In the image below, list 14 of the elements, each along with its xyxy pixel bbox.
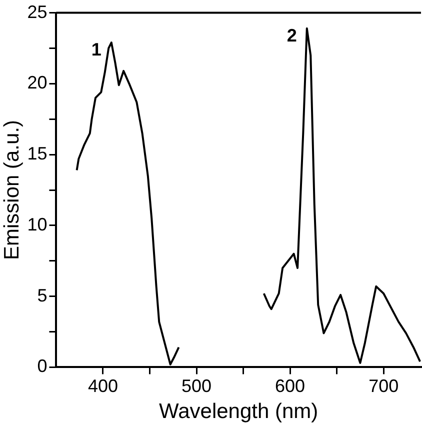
x-tick-label: 400 [88, 376, 118, 396]
y-tick-label: 20 [27, 72, 48, 93]
y-tick-label: 15 [27, 144, 48, 164]
series-label: 1 [91, 40, 102, 60]
x-tick-label: 700 [368, 376, 399, 396]
y-axis-title: Emission (a.u.) [0, 120, 24, 260]
y-tick-label: 25 [27, 2, 48, 22]
x-tick-label: 600 [275, 376, 306, 396]
x-axis-title: Wavelength (nm) [159, 400, 318, 424]
y-tick-label: 0 [37, 356, 48, 376]
y-tick-label: 5 [37, 285, 48, 306]
y-tick-label: 10 [27, 214, 48, 234]
series-label: 2 [286, 25, 297, 46]
x-tick-label: 500 [181, 376, 212, 396]
